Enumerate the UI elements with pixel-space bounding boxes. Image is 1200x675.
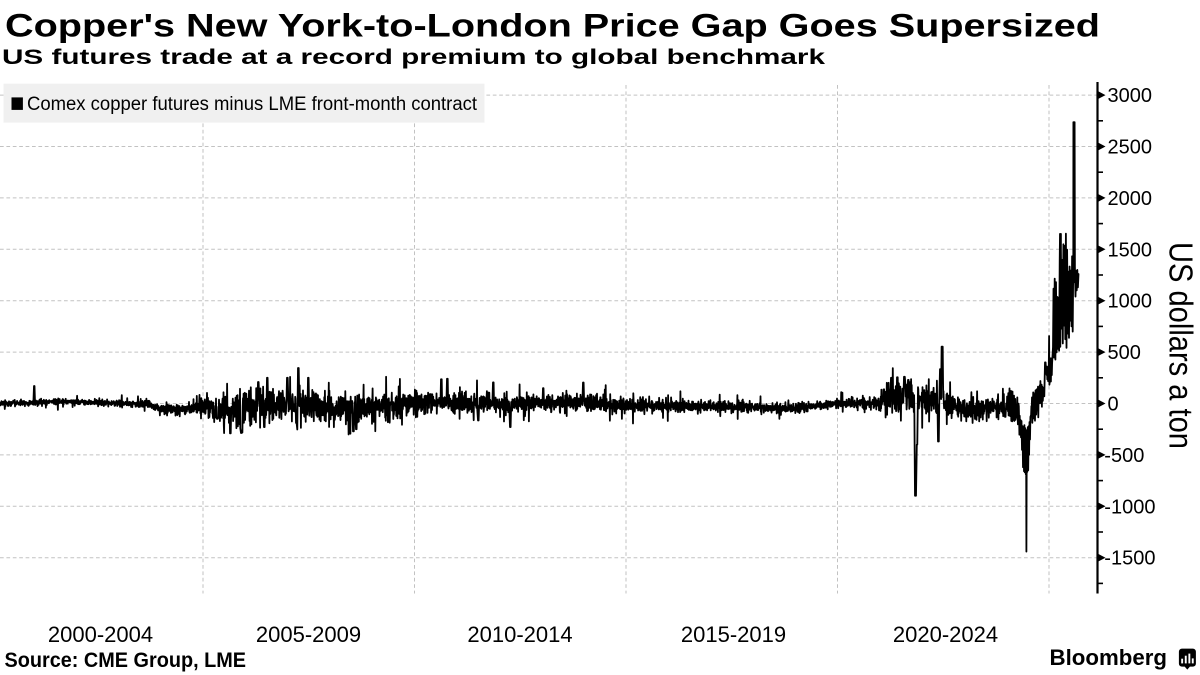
svg-text:2500: 2500 bbox=[1108, 137, 1153, 159]
svg-text:3000: 3000 bbox=[1108, 85, 1153, 107]
svg-text:Bloomberg: Bloomberg bbox=[1050, 645, 1168, 670]
svg-text:2005-2009: 2005-2009 bbox=[256, 622, 361, 647]
svg-text:-1000: -1000 bbox=[1104, 496, 1155, 518]
svg-text:500: 500 bbox=[1108, 342, 1141, 364]
svg-text:2000: 2000 bbox=[1108, 188, 1153, 210]
svg-text:2015-2019: 2015-2019 bbox=[681, 622, 786, 647]
svg-text:-500: -500 bbox=[1104, 445, 1144, 467]
svg-text:US futures trade at a record p: US futures trade at a record premium to … bbox=[2, 46, 825, 69]
svg-text:1500: 1500 bbox=[1108, 239, 1153, 261]
svg-text:Comex copper futures minus LME: Comex copper futures minus LME front-mon… bbox=[27, 94, 478, 115]
svg-text:2010-2014: 2010-2014 bbox=[467, 622, 572, 647]
svg-text:0: 0 bbox=[1108, 394, 1119, 416]
svg-text:-1500: -1500 bbox=[1104, 548, 1155, 570]
svg-text:2000-2004: 2000-2004 bbox=[48, 622, 153, 647]
svg-text:Source: CME Group, LME: Source: CME Group, LME bbox=[5, 648, 247, 672]
svg-text:2020-2024: 2020-2024 bbox=[893, 622, 998, 647]
svg-text:US dollars a ton: US dollars a ton bbox=[1163, 242, 1200, 449]
svg-text:1000: 1000 bbox=[1108, 291, 1153, 313]
svg-text:Copper's New York-to-London Pr: Copper's New York-to-London Price Gap Go… bbox=[5, 7, 1100, 43]
